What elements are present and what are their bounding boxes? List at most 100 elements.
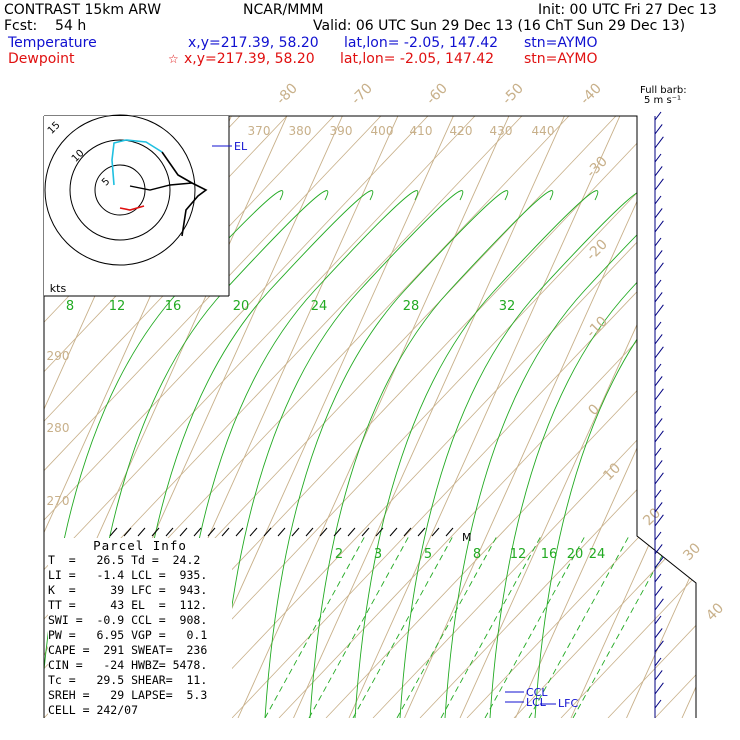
moist-adiabat-line xyxy=(309,190,554,718)
theta-label: 410 xyxy=(410,124,433,138)
hodograph-ring xyxy=(69,139,171,241)
moist-adiabat-line xyxy=(444,190,689,718)
wind-barb xyxy=(654,514,664,527)
hodograph-trace-upper xyxy=(129,182,193,191)
hatch-mark xyxy=(277,527,286,537)
hatch-mark xyxy=(235,527,244,537)
moist-adiabat-line xyxy=(354,190,599,718)
moist-adiabat-line xyxy=(399,190,644,718)
isotherm-label: -20 xyxy=(583,236,610,263)
mixing-ratio-line xyxy=(528,535,630,718)
wind-barb xyxy=(654,556,664,569)
theta-label: 440 xyxy=(532,124,555,138)
theta-label: 380 xyxy=(289,124,312,138)
hatch-mark xyxy=(291,527,300,537)
wind-barb xyxy=(654,418,663,429)
theta-label: 370 xyxy=(248,124,271,138)
hatch-mark xyxy=(137,527,146,537)
dewpoint-legend-label: Dewpoint xyxy=(8,51,75,67)
theta-label: 280 xyxy=(47,421,70,435)
hatch-mark xyxy=(431,527,440,537)
isotherm-line xyxy=(404,116,676,718)
wind-barb xyxy=(654,573,662,583)
wind-barb xyxy=(654,376,663,387)
theta-e-label: 8 xyxy=(66,299,74,314)
theta-e-label: 24 xyxy=(311,299,328,314)
lfc-marker-label: LFC xyxy=(558,697,578,710)
dry-adiabat-line xyxy=(44,116,382,718)
wind-barb xyxy=(654,531,662,541)
init-time: Init: 00 UTC Fri 27 Dec 13 xyxy=(538,2,717,18)
wind-legend-units: 5 m s⁻¹ xyxy=(644,95,681,106)
mixing-ratio-label: 5 xyxy=(424,547,432,562)
wind-barb xyxy=(654,262,664,275)
parcel-row: CELL = 242/07 xyxy=(48,703,139,717)
dry-adiabat-line xyxy=(513,116,696,718)
isotherm-line xyxy=(681,116,696,718)
isotherm-line xyxy=(237,116,510,718)
parcel-row: CAPE = 291 SWEAT= 236 xyxy=(48,643,208,657)
wind-barb xyxy=(654,615,662,625)
hatch-mark xyxy=(109,527,118,537)
dry-adiabat-line xyxy=(44,116,335,718)
hatch-mark xyxy=(305,527,314,537)
theta-label: 420 xyxy=(450,124,473,138)
center-name: NCAR/MMM xyxy=(243,2,324,18)
wind-barb xyxy=(654,388,664,401)
dry-adiabat-line xyxy=(137,116,696,718)
isotherm-line xyxy=(348,116,621,718)
theta-label: 400 xyxy=(371,124,394,138)
mixing-ratio-label: 16 xyxy=(541,547,558,562)
wind-barb xyxy=(654,178,664,191)
theta-e-label: 12 xyxy=(109,299,126,314)
mixing-ratio-line xyxy=(264,535,366,718)
hatch-mark xyxy=(445,527,454,537)
hodograph-units: kts xyxy=(50,282,67,295)
isotherm-label: -60 xyxy=(423,80,450,107)
valid-time: Valid: 06 UTC Sun 29 Dec 13 (16 ChT Sun … xyxy=(313,18,686,34)
hatch-mark xyxy=(333,527,342,537)
wind-barb xyxy=(654,304,664,317)
parcel-row: LI = -1.4 LCL = 935. xyxy=(48,568,208,582)
mixing-ratio-label: 8 xyxy=(473,547,481,562)
mixing-ratio-label: 20 xyxy=(567,547,584,562)
wind-barb xyxy=(654,153,662,163)
hatch-mark xyxy=(361,527,370,537)
isotherm-label: -50 xyxy=(499,80,526,107)
wind-barb xyxy=(654,363,662,373)
wind-barb xyxy=(654,111,662,121)
wind-barb xyxy=(654,657,662,667)
wind-barb xyxy=(654,124,663,135)
mixing-ratio-line xyxy=(396,535,498,718)
theta-label: 390 xyxy=(330,124,353,138)
wind-barb xyxy=(654,447,662,457)
hatch-mark xyxy=(389,527,398,537)
mixing-ratio-label: 24 xyxy=(589,547,606,562)
hatch-mark xyxy=(165,527,174,537)
forecast-hour: Fcst: 54 h xyxy=(4,18,87,34)
el-marker-label: EL xyxy=(234,140,248,153)
model-name: CONTRAST 15km ARW xyxy=(4,2,162,18)
wind-barb xyxy=(654,279,662,289)
moist-adiabat-line xyxy=(219,190,464,718)
isotherm-label: -70 xyxy=(348,80,375,107)
hodograph-ring xyxy=(94,164,146,216)
mixing-ratio-line xyxy=(308,535,410,718)
parcel-row: T = 26.5 Td = 24.2 xyxy=(48,553,201,567)
dry-adiabat-line xyxy=(419,116,696,718)
dry-adiabat-line xyxy=(231,116,696,718)
mixing-ratio-label: 2 xyxy=(335,547,343,562)
parcel-row: Tc = 29.5 SHEAR= 11. xyxy=(48,673,208,687)
wind-barb xyxy=(654,292,663,303)
dewpoint-station: stn=AYMO xyxy=(524,51,598,67)
temperature-legend-label: Temperature xyxy=(8,35,97,51)
dry-adiabat-line xyxy=(607,116,696,718)
wind-barb xyxy=(654,430,664,443)
hatch-mark xyxy=(221,527,230,537)
ccl-marker-label: CCL xyxy=(526,686,548,699)
hatch-mark xyxy=(193,527,202,537)
hatch-mark xyxy=(319,527,328,537)
mixing-ratio-line xyxy=(440,535,542,718)
diagram-frame xyxy=(44,115,697,718)
wind-barb xyxy=(654,321,662,331)
